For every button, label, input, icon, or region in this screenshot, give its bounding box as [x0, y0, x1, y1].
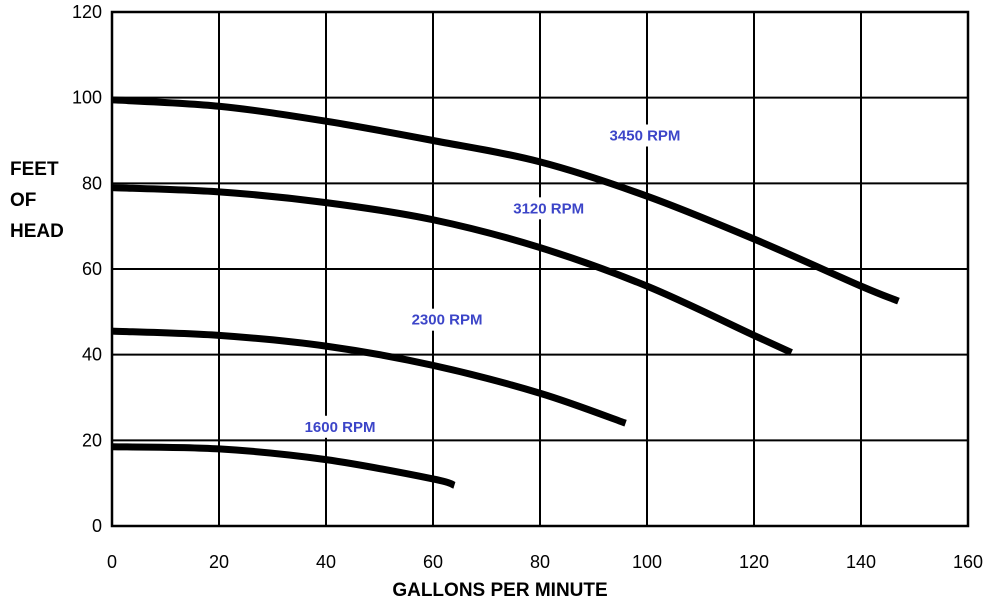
series-labels: 3450 RPM 3120 RPM 2300 RPM 1600 RPM [299, 124, 691, 438]
y-axis-label-line-2: OF [10, 190, 37, 211]
series-label: 1600 RPM [305, 419, 376, 436]
y-axis-label-line-3: HEAD [10, 221, 64, 242]
y-axis-label-line-1: FEET [10, 159, 59, 180]
series-label: 2300 RPM [412, 312, 483, 329]
y-tick-label: 120 [72, 2, 102, 22]
x-tick-label: 120 [739, 552, 769, 572]
series-curves [111, 96, 900, 489]
x-tick-label: 0 [107, 552, 117, 572]
series-curve-3120-rpm [111, 184, 793, 356]
x-tick-label: 140 [846, 552, 876, 572]
series-label-bg [604, 124, 691, 147]
x-axis-label: GALLONS PER MINUTE [392, 580, 608, 601]
tick-labels: 0 20 40 60 80 100 120 140 160 0 20 40 60 80 100 120 [72, 2, 983, 572]
y-tick-label: 80 [82, 173, 102, 193]
x-tick-label: 60 [423, 552, 443, 572]
x-tick-label: 40 [316, 552, 336, 572]
y-tick-label: 0 [92, 516, 102, 536]
series-curve-3450-rpm [111, 96, 900, 305]
x-tick-label: 20 [209, 552, 229, 572]
x-tick-label: 100 [632, 552, 662, 572]
y-tick-label: 40 [82, 345, 102, 365]
y-tick-label: 60 [82, 259, 102, 279]
x-tick-label: 160 [953, 552, 983, 572]
series-label: 3120 RPM [513, 200, 584, 217]
series-label-bg [299, 415, 386, 438]
series-label: 3450 RPM [610, 128, 681, 145]
y-tick-label: 20 [82, 430, 102, 450]
y-tick-label: 100 [72, 88, 102, 108]
series-curve-1600-rpm [111, 443, 456, 489]
x-tick-label: 80 [530, 552, 550, 572]
series-label-bg [508, 197, 595, 220]
series-curve-2300-rpm [111, 327, 627, 427]
series-label-bg [406, 308, 493, 331]
